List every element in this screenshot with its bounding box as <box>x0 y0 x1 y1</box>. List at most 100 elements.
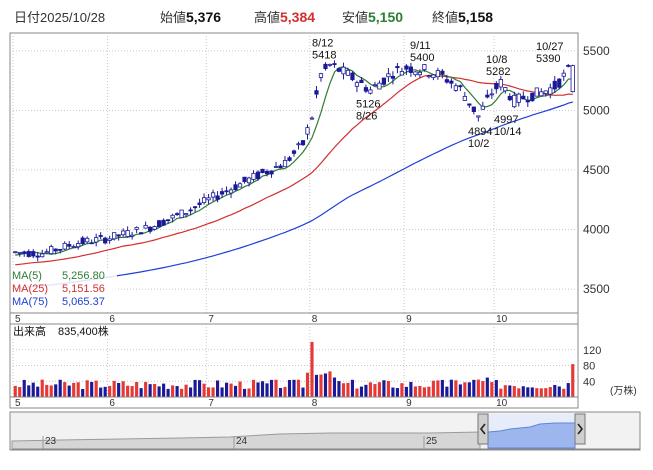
candle-body <box>166 219 171 222</box>
candle <box>242 176 247 184</box>
volume-bar <box>175 386 179 397</box>
volume-bar <box>238 381 242 397</box>
volume-bar <box>323 373 328 397</box>
volume-bar <box>427 386 431 397</box>
candle-body <box>525 100 530 103</box>
candle <box>453 83 458 92</box>
candle <box>58 248 63 254</box>
date-value: 2025/10/28 <box>40 10 105 25</box>
candle <box>157 219 162 228</box>
volume-bar <box>305 372 310 397</box>
close-value: 5,158 <box>458 9 493 25</box>
candle-body <box>255 171 261 180</box>
candle-body <box>390 75 396 79</box>
navigator-year-axis: 23 24 25 <box>42 436 438 449</box>
candle <box>300 140 306 146</box>
ma75-legend-value: 5,065.37 <box>62 296 105 308</box>
candle-body <box>278 165 283 169</box>
volume-bar <box>287 379 292 397</box>
price-axis: 3500 4000 4500 5000 5500 <box>583 44 610 296</box>
candle <box>440 69 445 79</box>
candle-body <box>494 83 499 90</box>
volume-bar <box>278 387 283 397</box>
volume-bar <box>562 388 566 397</box>
volume-bar <box>81 388 85 397</box>
candle <box>49 244 54 255</box>
candle-body <box>417 71 422 76</box>
annotation-value: 4997 <box>494 114 518 126</box>
candle <box>557 78 562 90</box>
candle-body <box>435 70 440 78</box>
candle <box>85 236 90 244</box>
candle-body <box>26 251 31 257</box>
volume-tick-label: 80 <box>583 361 595 373</box>
volume-bar <box>13 385 17 397</box>
volume-bar <box>153 383 157 397</box>
candle <box>390 71 396 85</box>
candle <box>53 248 58 255</box>
volume-bar <box>386 381 390 397</box>
volume-bar <box>251 379 256 397</box>
candle-body <box>453 85 458 91</box>
month-axis: 5 6 7 8 9 10 <box>15 314 508 325</box>
volume-bars <box>13 341 575 397</box>
candle-body <box>309 117 315 120</box>
candle <box>552 76 557 93</box>
candle-body <box>237 183 243 188</box>
month-tick-label: 7 <box>208 398 214 409</box>
candle-body <box>440 70 445 75</box>
volume-bar <box>148 384 152 397</box>
volume-bar <box>49 385 53 397</box>
candle <box>296 141 301 150</box>
volume-bar <box>121 381 125 397</box>
volume-bar <box>265 383 269 397</box>
candle-body <box>246 177 252 184</box>
volume-bar <box>481 381 485 397</box>
candle-body <box>287 157 292 161</box>
candle <box>426 74 431 79</box>
candle <box>35 251 40 262</box>
annotation-date: 8/12 <box>312 38 333 50</box>
annotation-value: 5400 <box>410 52 434 64</box>
high-value: 5,384 <box>280 9 315 25</box>
candle-body <box>107 238 112 241</box>
candle <box>148 225 153 234</box>
month-tick-label: 6 <box>109 314 115 325</box>
candle <box>399 67 405 76</box>
candle-body <box>489 93 494 96</box>
volume-bar <box>553 384 557 397</box>
volume-tick-label: 120 <box>583 345 601 357</box>
candle <box>467 103 472 108</box>
candle <box>94 233 99 247</box>
month-tick-label: 8 <box>312 398 318 409</box>
volume-bar <box>76 382 80 397</box>
volume-bar <box>566 383 570 397</box>
candle <box>417 69 422 79</box>
volume-bar <box>431 380 435 397</box>
volume-bar <box>382 380 386 397</box>
navigator-right-handle[interactable] <box>574 413 586 445</box>
low-label: 安値 <box>342 10 368 25</box>
candle <box>31 249 36 259</box>
candle-body <box>561 72 566 77</box>
candle <box>201 193 207 205</box>
month-tick-label: 5 <box>15 314 21 325</box>
candle <box>40 249 45 258</box>
candle-body <box>76 243 81 248</box>
candle-body <box>233 184 238 191</box>
candle-body <box>201 197 207 203</box>
candle <box>377 80 382 90</box>
candle <box>107 235 112 244</box>
volume-bar <box>31 382 35 397</box>
candle <box>318 72 324 82</box>
navigator-left-handle[interactable] <box>477 413 489 445</box>
candle-body <box>323 63 328 70</box>
candle <box>507 93 512 102</box>
volume-bar <box>157 386 161 397</box>
candle-body <box>426 75 431 78</box>
volume-bar <box>328 371 332 397</box>
ma25-path <box>15 74 573 266</box>
candle-body <box>318 73 324 78</box>
volume-last-value: 835,400株 <box>58 324 109 338</box>
volume-bar <box>377 382 381 397</box>
